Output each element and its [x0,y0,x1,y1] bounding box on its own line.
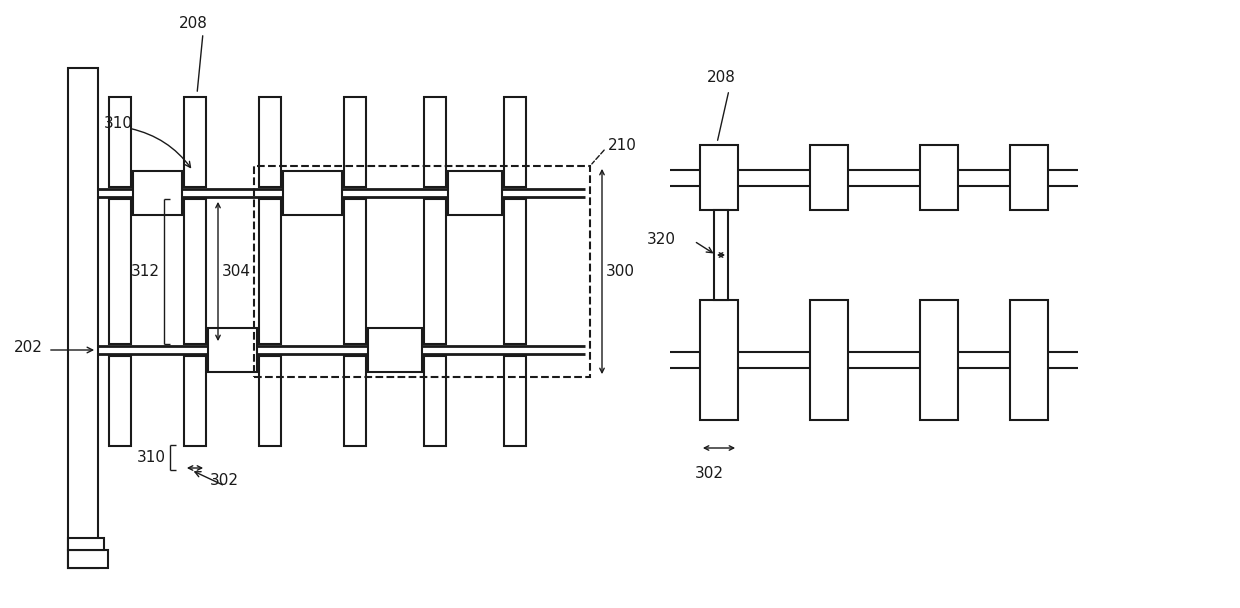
Text: 310: 310 [136,451,166,466]
Text: 302: 302 [210,473,239,488]
Bar [810,300,848,420]
Bar [133,171,182,215]
Bar [208,328,257,372]
Bar [701,145,738,210]
Bar [259,199,281,344]
Bar [1011,300,1048,420]
Bar [68,68,98,568]
Bar [184,97,206,187]
Bar [184,356,206,446]
Text: 310: 310 [104,116,133,131]
Bar [424,356,446,446]
Bar [254,166,590,377]
Bar [810,145,848,210]
Bar [920,300,959,420]
Bar [68,538,104,550]
Bar [1011,145,1048,210]
Text: 320: 320 [647,232,676,247]
Text: 300: 300 [606,264,635,280]
Text: 312: 312 [131,264,160,280]
Bar [503,356,526,446]
Bar [424,199,446,344]
Bar [184,199,206,344]
Bar [343,356,366,446]
Bar [503,97,526,187]
Bar [343,199,366,344]
Bar [424,97,446,187]
Text: 210: 210 [608,139,637,153]
Bar [701,300,738,420]
Bar [503,199,526,344]
Text: 304: 304 [222,264,250,280]
Bar [109,97,131,187]
Bar [109,356,131,446]
Bar [448,171,502,215]
Text: 208: 208 [707,71,735,86]
Bar [283,171,342,215]
Text: 208: 208 [179,15,207,30]
Bar [920,145,959,210]
Bar [368,328,422,372]
Bar [109,199,131,344]
Bar [259,97,281,187]
Bar [343,97,366,187]
Text: 202: 202 [14,340,42,356]
Bar [714,210,728,300]
Bar [68,550,108,568]
Text: 302: 302 [694,466,723,481]
Bar [259,356,281,446]
